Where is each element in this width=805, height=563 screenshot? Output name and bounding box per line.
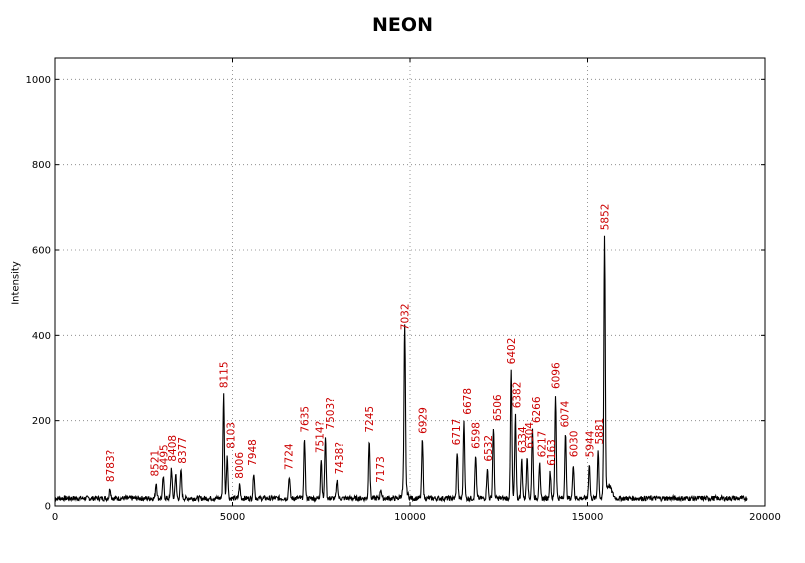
x-tick-label: 5000 — [220, 512, 245, 523]
peak-annotation: 6217 — [536, 431, 548, 458]
peak-annotation: 8521 — [149, 450, 161, 477]
peak-annotation: 6304 — [524, 422, 536, 449]
y-tick-label: 800 — [32, 160, 51, 171]
peak-annotation: 7724 — [284, 443, 296, 470]
peak-annotation: 8006 — [234, 452, 246, 479]
y-tick-label: 400 — [32, 331, 51, 342]
x-tick-label: 15000 — [572, 512, 604, 523]
x-tick-label: 0 — [52, 512, 58, 523]
peak-annotation: 6074 — [559, 400, 571, 427]
peak-annotation: 7438? — [334, 442, 346, 474]
peak-annotation: 6929 — [417, 407, 429, 434]
peak-annotation: 8103 — [226, 422, 238, 449]
peak-annotation: 7503? — [325, 397, 337, 429]
peak-annotation: 6030 — [568, 431, 580, 458]
x-tick-label: 20000 — [749, 512, 781, 523]
peak-annotation: 5944 — [584, 430, 596, 457]
peak-annotation: 5852 — [600, 204, 612, 231]
peak-annotation: 5881 — [594, 418, 606, 445]
peak-annotation: 7514? — [314, 421, 326, 453]
peak-annotation: 6382 — [511, 382, 523, 409]
peak-annotation: 7635 — [300, 406, 312, 433]
peak-annotation: 7948 — [247, 439, 259, 466]
y-tick-label: 0 — [45, 502, 51, 513]
peak-annotation: 6266 — [531, 396, 543, 423]
peak-annotation: 8783? — [105, 450, 117, 482]
y-tick-label: 600 — [32, 246, 51, 257]
spectrum-line — [54, 235, 748, 503]
peak-annotation: 8115 — [219, 361, 231, 388]
peak-annotation: 8377 — [177, 437, 189, 464]
peak-annotation: 7032 — [400, 303, 412, 330]
y-axis-label: Intensity — [10, 261, 22, 305]
peak-annotation: 8495 — [158, 444, 170, 471]
x-tick-label: 10000 — [394, 512, 426, 523]
peak-annotation: 6717 — [451, 419, 463, 446]
peak-annotation: 7245 — [364, 406, 376, 433]
y-tick-label: 1000 — [26, 75, 51, 86]
peak-annotation: 8408 — [167, 435, 179, 462]
peak-annotation: 6532 — [483, 435, 495, 462]
peak-annotation: 6096 — [550, 362, 562, 389]
y-tick-label: 200 — [32, 416, 51, 427]
peak-annotation: 6598 — [471, 422, 483, 449]
peak-annotation: 6402 — [506, 338, 518, 365]
peak-annotation: 7173 — [375, 456, 387, 483]
peak-annotation: 6506 — [492, 394, 504, 421]
peak-annotation: 6678 — [462, 388, 474, 415]
peak-annotation: 6334 — [517, 426, 529, 453]
chart-title: NEON — [372, 14, 433, 36]
peak-annotation: 6163 — [546, 439, 558, 466]
